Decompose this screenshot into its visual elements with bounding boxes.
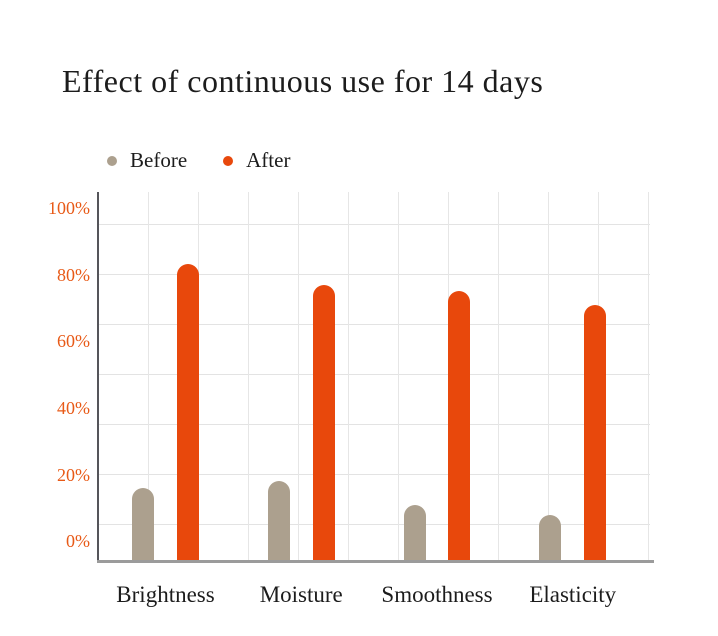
x-label-brightness: Brightness	[116, 582, 215, 607]
bar-after-smoothness	[448, 291, 471, 562]
y-tick-label: 60%	[57, 331, 90, 352]
v-gridline	[398, 192, 399, 562]
bar-before-elasticity	[539, 514, 562, 562]
y-axis-line	[97, 192, 99, 562]
v-gridline	[148, 192, 149, 562]
bar-after-brightness	[176, 264, 199, 562]
bar-before-smoothness	[403, 504, 426, 562]
x-axis-line	[97, 560, 654, 563]
h-gridline	[98, 424, 650, 425]
legend-label-after: After	[246, 148, 291, 172]
h-gridline	[98, 474, 650, 475]
y-tick-label: 0%	[66, 531, 90, 552]
v-gridline	[498, 192, 499, 562]
v-gridline	[348, 192, 349, 562]
v-gridline	[648, 192, 649, 562]
v-gridline	[548, 192, 549, 562]
x-label-elasticity: Elasticity	[529, 582, 617, 607]
legend-dot-before-icon	[107, 155, 117, 166]
bar-after-moisture	[312, 284, 335, 562]
legend-item-after: After	[223, 150, 290, 171]
x-label-moisture: Moisture	[259, 582, 343, 607]
y-tick-label: 80%	[57, 264, 90, 285]
y-tick-label: 40%	[57, 397, 90, 418]
legend-item-before: Before	[107, 150, 187, 171]
h-gridline	[98, 274, 650, 275]
h-gridline	[98, 224, 650, 225]
legend-dot-after-icon	[223, 155, 234, 166]
x-label-smoothness: Smoothness	[381, 582, 493, 607]
h-gridline	[98, 324, 650, 325]
chart-title: Effect of continuous use for 14 days	[62, 63, 544, 99]
y-tick-label: 20%	[57, 464, 90, 485]
bar-before-moisture	[267, 481, 290, 562]
legend-label-before: Before	[130, 148, 188, 172]
h-gridline	[98, 374, 650, 375]
chart-legend: Before After	[107, 150, 290, 171]
v-gridline	[248, 192, 249, 562]
h-gridline	[98, 524, 650, 525]
bar-after-elasticity	[584, 304, 607, 562]
y-tick-label: 100%	[48, 197, 90, 218]
v-gridline	[298, 192, 299, 562]
bar-before-brightness	[132, 487, 155, 562]
